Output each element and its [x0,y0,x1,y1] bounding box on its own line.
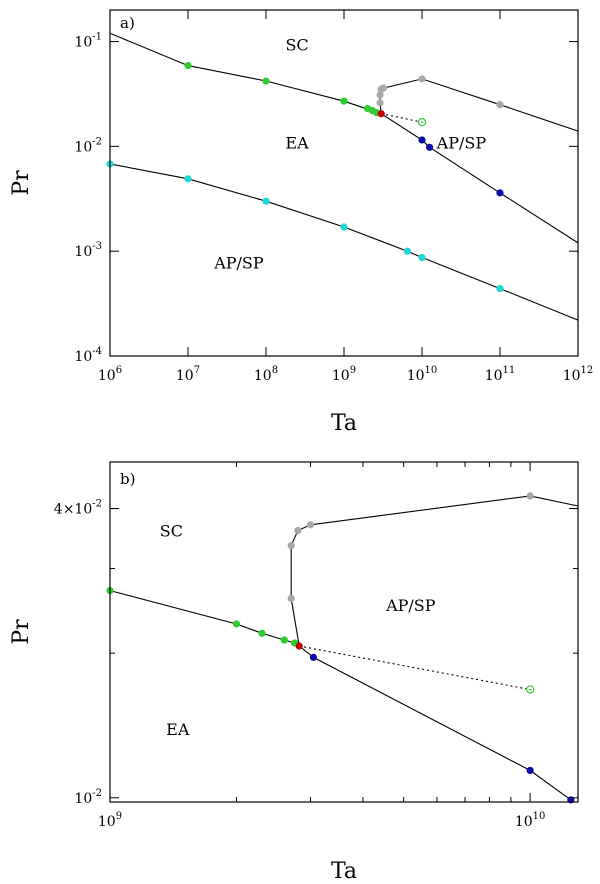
x-tick-label: 107 [176,365,200,384]
boundary-line [298,645,572,801]
plot-frame [109,9,579,357]
chart-b: 109 1010 10-2 4×10-2 SC AP/SP EA b) Ta Pr [9,461,579,884]
data-point [379,84,388,92]
boundary-line [109,163,579,321]
data-point [418,136,426,144]
region-label: AP/SP [385,596,436,615]
data-point [403,247,412,255]
y-tick-label: 10-3 [74,241,102,260]
plot-frame [109,461,579,803]
region-label: EA [285,134,309,153]
region-label: AP/SP [213,254,264,273]
y-tick-label: 10-2 [74,788,102,807]
data-point [309,653,318,661]
data-point [287,541,295,550]
data-point [418,253,426,262]
data-point [287,594,295,603]
data-point [295,642,303,650]
x-tick-label: 1011 [485,365,516,384]
data-point [280,636,288,644]
x-tick-label: 106 [98,365,122,384]
data-point [258,629,266,637]
data-point [425,143,434,151]
data-point [496,284,504,293]
data-point [262,197,270,205]
data-point [496,101,504,109]
x-tick-label: 1012 [563,365,594,384]
data-point [232,620,241,628]
data-point [340,223,348,231]
data-point [526,492,534,500]
chart-a: 106 107 108 109 1010 1011 1012 10-4 10-3 10-2 10-1… [9,9,594,436]
panel-label: a) [120,14,135,32]
data-point [340,97,348,105]
data-point [377,110,385,118]
boundary-line [379,78,579,132]
y-tick-label: 10-4 [74,346,102,365]
region-label: SC [160,521,183,540]
minor-ticks [110,462,578,802]
region-label: AP/SP [436,134,487,153]
boundary-line [290,495,579,647]
data-point [496,189,504,197]
data-point [184,175,192,183]
data-point [262,77,270,85]
dotted-boundary-line [381,113,423,123]
y-tick-label: 4×10-2 [54,499,102,518]
data-point [376,91,384,99]
data-point [184,61,192,70]
region-label: EA [166,720,190,739]
y-tick-label: 10-2 [74,136,102,155]
x-axis-title: Ta [331,859,357,884]
data-point [294,526,302,535]
x-tick-label: 109 [98,811,122,830]
y-tick-label: 10-1 [74,32,102,51]
panel-label: b) [120,470,135,488]
data-point [418,75,426,83]
x-tick-label: 108 [254,365,278,384]
data-point [526,766,534,775]
data-point [306,521,315,529]
x-axis-title: Ta [331,411,357,436]
x-tick-label: 109 [332,365,356,384]
x-tick-label: 1010 [515,811,546,830]
data-point [376,99,384,107]
y-axis-title: Pr [9,619,34,645]
boundary-line [109,590,300,647]
x-tick-label: 1010 [407,365,438,384]
dotted-boundary-line [299,645,531,691]
y-axis-title: Pr [9,170,34,196]
region-label: SC [285,36,308,55]
